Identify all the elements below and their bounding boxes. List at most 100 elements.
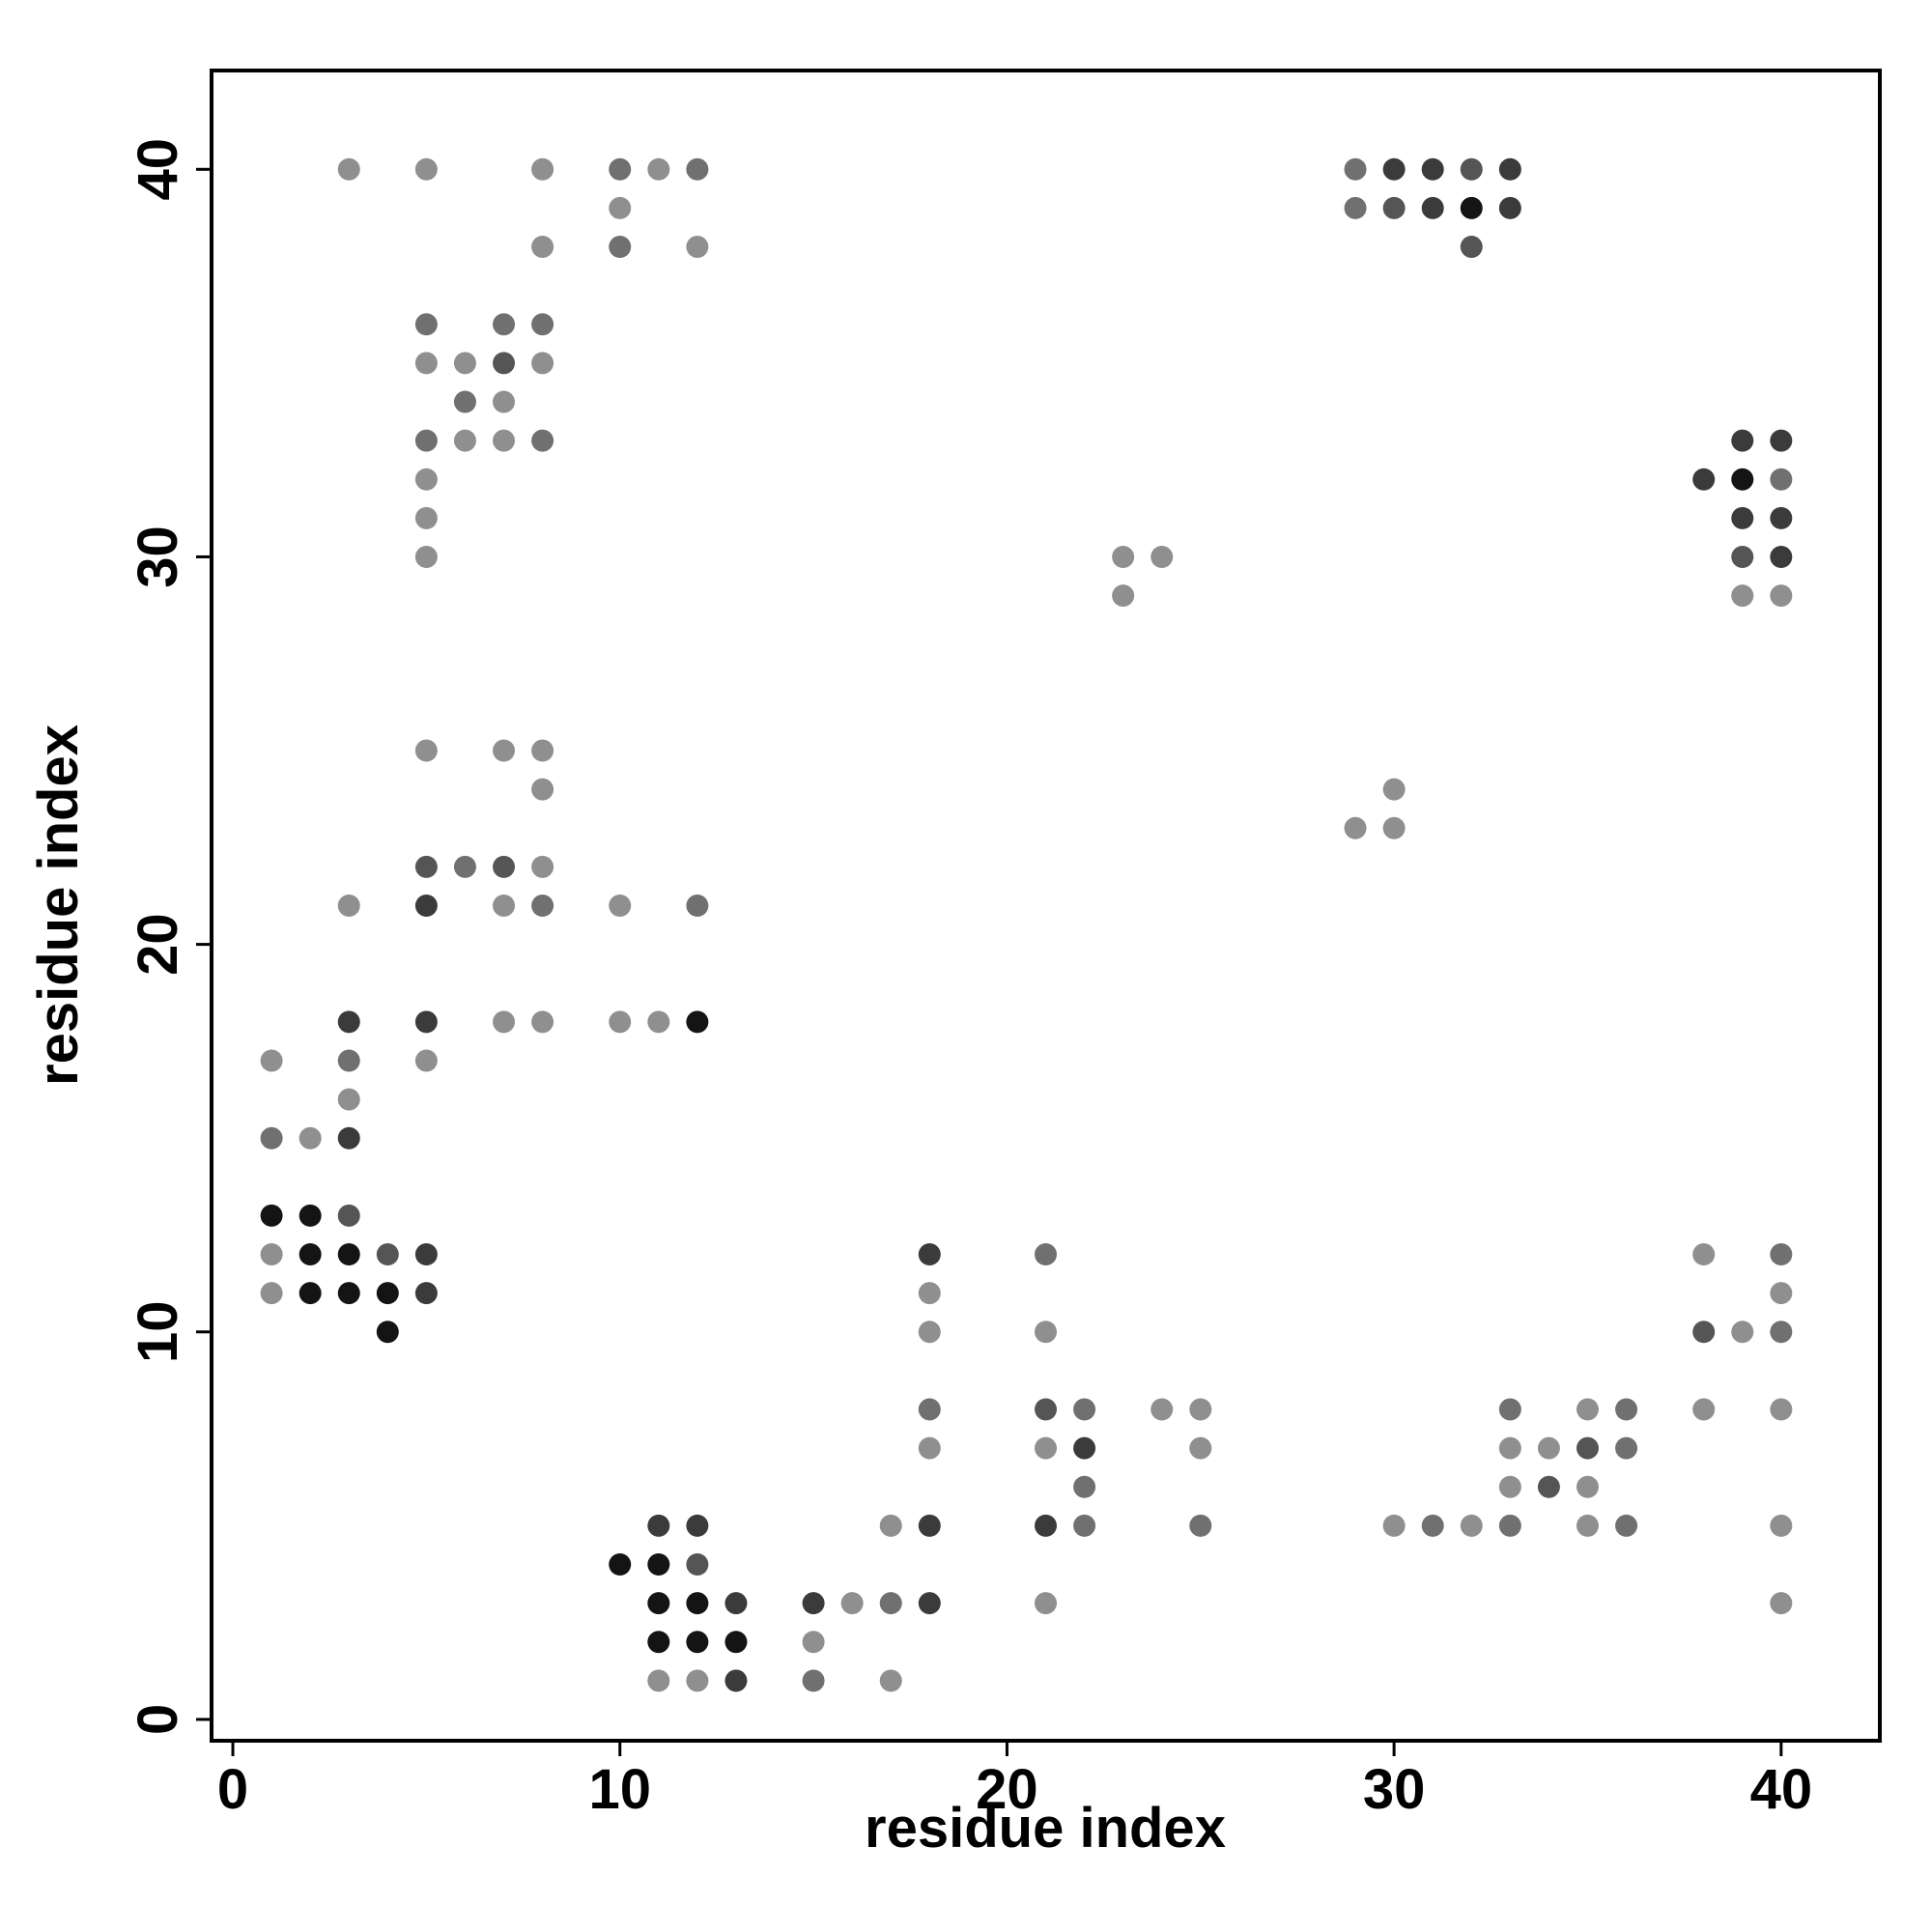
point <box>414 545 438 568</box>
point <box>493 390 516 413</box>
point <box>686 1552 709 1576</box>
point <box>531 236 554 259</box>
point <box>1770 506 1793 529</box>
plot-frame <box>210 69 1882 1743</box>
point <box>686 895 709 917</box>
point <box>686 1592 709 1615</box>
point <box>1498 157 1521 181</box>
point <box>609 895 632 917</box>
point <box>1731 506 1754 529</box>
point <box>609 236 632 259</box>
point <box>1344 196 1367 219</box>
point <box>918 1321 941 1344</box>
point <box>1731 584 1754 608</box>
point <box>1073 1436 1096 1460</box>
point <box>647 1552 670 1576</box>
point <box>1035 1398 1057 1421</box>
point <box>531 895 554 917</box>
point <box>1112 545 1135 568</box>
point <box>493 429 516 452</box>
point <box>493 313 516 336</box>
point <box>493 352 516 375</box>
point <box>1151 545 1174 568</box>
point <box>1382 1514 1406 1537</box>
point <box>879 1669 902 1692</box>
point <box>337 1010 360 1034</box>
point <box>1344 157 1367 181</box>
point <box>453 429 476 452</box>
point <box>802 1631 825 1654</box>
point <box>1460 157 1483 181</box>
point <box>1382 196 1406 219</box>
point <box>376 1243 399 1266</box>
point <box>686 1010 709 1034</box>
point <box>298 1204 322 1227</box>
point <box>1035 1592 1057 1615</box>
point <box>724 1631 748 1654</box>
point <box>298 1243 322 1266</box>
point <box>1421 1514 1444 1537</box>
point <box>686 157 709 181</box>
y-tick-label: 10 <box>127 1301 189 1364</box>
point <box>918 1514 941 1537</box>
point <box>531 1010 554 1034</box>
point <box>414 1243 438 1266</box>
point <box>1189 1398 1212 1421</box>
point <box>1537 1436 1560 1460</box>
point <box>1770 468 1793 491</box>
point <box>1770 1592 1793 1615</box>
point <box>337 1204 360 1227</box>
point <box>1498 1436 1521 1460</box>
point <box>453 390 476 413</box>
point <box>1382 157 1406 181</box>
point <box>1073 1475 1096 1498</box>
point <box>879 1514 902 1537</box>
point <box>686 236 709 259</box>
point <box>1770 429 1793 452</box>
point <box>260 1282 283 1305</box>
point <box>1189 1514 1212 1537</box>
point <box>918 1398 941 1421</box>
point <box>414 1010 438 1034</box>
point <box>1035 1514 1057 1537</box>
point <box>1498 1475 1521 1498</box>
point <box>724 1669 748 1692</box>
point <box>1112 584 1135 608</box>
point <box>1073 1514 1096 1537</box>
x-axis-label: residue index <box>865 1797 1226 1860</box>
x-tick-label: 10 <box>588 1758 651 1821</box>
point <box>802 1592 825 1615</box>
point <box>1035 1243 1057 1266</box>
point <box>1731 468 1754 491</box>
point <box>802 1669 825 1692</box>
point <box>609 1552 632 1576</box>
point <box>1615 1436 1638 1460</box>
point <box>647 1669 670 1692</box>
point <box>337 1049 360 1072</box>
x-tick-label: 30 <box>1363 1758 1426 1821</box>
point <box>260 1204 283 1227</box>
point <box>1615 1398 1638 1421</box>
point <box>414 313 438 336</box>
point <box>1537 1475 1560 1498</box>
point <box>260 1049 283 1072</box>
point <box>453 855 476 878</box>
point <box>918 1592 941 1615</box>
point <box>1770 545 1793 568</box>
point <box>1615 1514 1638 1537</box>
y-tick-label: 40 <box>127 138 189 201</box>
point <box>493 895 516 917</box>
point <box>647 1514 670 1537</box>
point <box>1498 1398 1521 1421</box>
point <box>1731 1321 1754 1344</box>
point <box>453 352 476 375</box>
point <box>1421 157 1444 181</box>
point <box>1731 545 1754 568</box>
point <box>414 1049 438 1072</box>
point <box>647 1631 670 1654</box>
point <box>918 1243 941 1266</box>
point <box>1576 1436 1599 1460</box>
point <box>1460 196 1483 219</box>
point <box>1498 1514 1521 1537</box>
